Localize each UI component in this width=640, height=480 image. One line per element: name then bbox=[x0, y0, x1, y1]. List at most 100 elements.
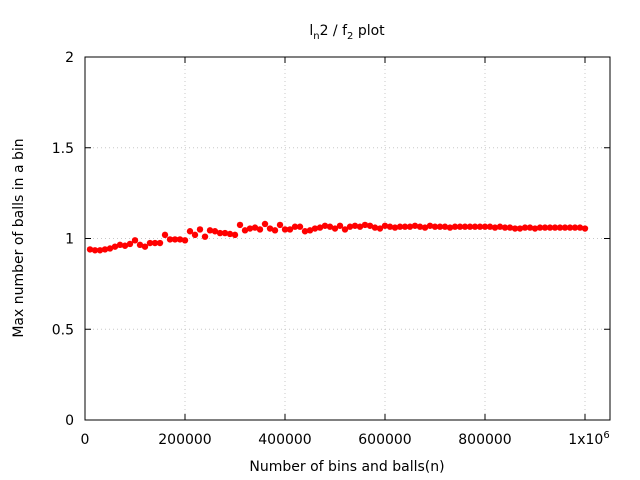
data-point bbox=[301, 228, 309, 235]
data-point bbox=[161, 231, 169, 239]
data-point bbox=[426, 222, 434, 229]
data-point bbox=[166, 236, 174, 243]
data-point bbox=[101, 246, 109, 253]
data-point bbox=[526, 224, 534, 231]
data-point bbox=[416, 223, 424, 230]
data-point bbox=[146, 239, 154, 247]
data-point bbox=[326, 223, 334, 230]
data-point bbox=[351, 222, 359, 229]
data-point bbox=[451, 223, 459, 230]
x-axis-label: Number of bins and balls(n) bbox=[249, 459, 444, 475]
x-tick-label: 1x106 bbox=[568, 430, 609, 448]
data-point bbox=[111, 243, 119, 250]
data-point bbox=[91, 247, 99, 254]
x-tick-label: 200000 bbox=[158, 432, 211, 448]
data-point bbox=[136, 241, 144, 249]
data-point bbox=[406, 223, 414, 230]
data-point bbox=[471, 223, 479, 230]
data-point bbox=[551, 224, 559, 231]
x-tick-label: 600000 bbox=[358, 432, 411, 448]
data-point bbox=[501, 224, 509, 231]
data-point bbox=[456, 223, 464, 230]
data-point bbox=[441, 223, 449, 230]
data-point bbox=[156, 239, 164, 247]
data-point bbox=[581, 225, 589, 232]
y-tick-label: 1.5 bbox=[52, 141, 74, 157]
data-point bbox=[226, 230, 234, 238]
plot-frame bbox=[84, 56, 611, 421]
grid bbox=[85, 57, 610, 420]
data-point bbox=[221, 229, 229, 237]
data-point bbox=[566, 224, 574, 231]
x-tick-label: 400000 bbox=[258, 432, 311, 448]
data-point bbox=[446, 224, 454, 231]
data-point bbox=[276, 221, 284, 229]
data-point bbox=[271, 227, 279, 234]
chart-title: ln2 / f2 plot bbox=[309, 23, 385, 42]
data-point bbox=[316, 224, 324, 231]
data-point bbox=[401, 223, 409, 230]
data-point bbox=[171, 236, 179, 243]
y-tick-label: 1 bbox=[65, 232, 74, 248]
axis-ticks: 0 200000 400000 600000 800000 1x106 0 0.5 1 1.5 2 bbox=[52, 50, 610, 448]
data-point bbox=[321, 222, 329, 229]
data-point bbox=[216, 229, 224, 237]
data-point bbox=[516, 225, 524, 232]
data-point bbox=[386, 223, 394, 230]
data-point bbox=[531, 225, 539, 232]
data-point bbox=[126, 240, 134, 248]
data-point bbox=[281, 226, 289, 233]
data-point bbox=[306, 227, 314, 234]
data-point bbox=[486, 223, 494, 230]
data-point bbox=[546, 224, 554, 231]
data-point bbox=[176, 236, 184, 243]
data-point bbox=[476, 223, 484, 230]
data-point bbox=[576, 224, 584, 231]
data-point bbox=[191, 231, 199, 239]
data-point bbox=[341, 226, 349, 233]
data-point bbox=[96, 247, 104, 254]
data-point bbox=[261, 220, 269, 228]
data-point bbox=[411, 222, 419, 229]
data-point bbox=[376, 225, 384, 232]
data-point bbox=[371, 224, 379, 231]
data-points bbox=[86, 220, 589, 254]
data-point bbox=[541, 224, 549, 231]
data-point bbox=[561, 224, 569, 231]
data-point bbox=[356, 223, 364, 230]
y-tick-label: 0 bbox=[65, 413, 74, 429]
data-point bbox=[291, 223, 299, 230]
data-point bbox=[361, 221, 369, 229]
data-point bbox=[521, 224, 529, 231]
data-point bbox=[331, 225, 339, 232]
data-point bbox=[286, 226, 294, 233]
data-point bbox=[391, 224, 399, 231]
data-point bbox=[396, 223, 404, 230]
data-point bbox=[116, 241, 124, 249]
data-point bbox=[421, 224, 429, 231]
x-tick-label: 800000 bbox=[458, 432, 511, 448]
data-point bbox=[556, 224, 564, 231]
data-point bbox=[246, 225, 254, 232]
data-point bbox=[536, 224, 544, 231]
data-point bbox=[181, 237, 189, 244]
data-point bbox=[131, 237, 139, 244]
data-point bbox=[296, 223, 304, 230]
data-point bbox=[106, 245, 114, 252]
data-point bbox=[461, 223, 469, 230]
data-point bbox=[86, 246, 94, 253]
data-point bbox=[436, 223, 444, 230]
data-point bbox=[141, 243, 149, 250]
y-axis-label: Max number of balls in a bin bbox=[11, 138, 27, 337]
data-point bbox=[506, 224, 514, 231]
y-tick-label: 0.5 bbox=[52, 322, 74, 338]
data-point bbox=[251, 224, 259, 231]
data-point bbox=[236, 221, 244, 229]
data-point bbox=[431, 223, 439, 230]
x-tick-label: 0 bbox=[81, 432, 90, 448]
data-point bbox=[366, 222, 374, 229]
data-point bbox=[491, 224, 499, 231]
data-point bbox=[336, 222, 344, 229]
data-point bbox=[466, 223, 474, 230]
